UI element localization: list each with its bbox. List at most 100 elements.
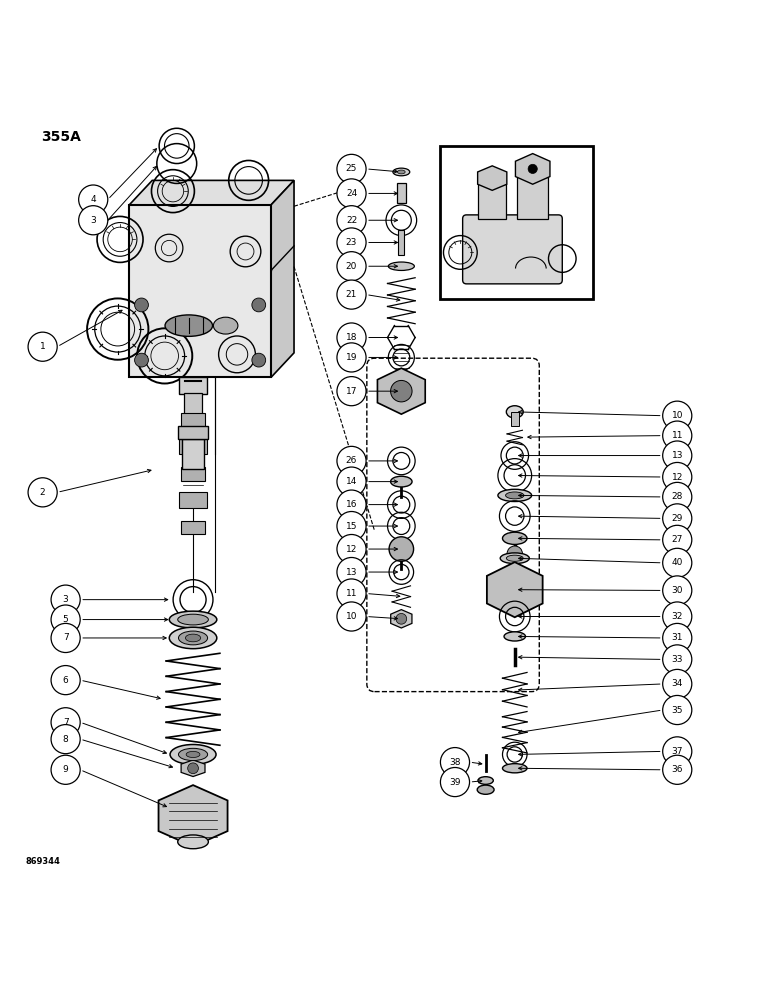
Bar <box>511 412 519 426</box>
Circle shape <box>337 323 366 352</box>
Text: 5: 5 <box>63 615 69 624</box>
Bar <box>517 177 548 219</box>
Ellipse shape <box>178 835 208 849</box>
Circle shape <box>662 421 692 450</box>
Ellipse shape <box>186 751 200 758</box>
Text: 30: 30 <box>672 586 683 595</box>
Text: 10: 10 <box>346 612 357 621</box>
Circle shape <box>51 725 80 754</box>
Ellipse shape <box>478 777 493 784</box>
Circle shape <box>662 602 692 631</box>
Polygon shape <box>516 154 550 184</box>
Text: 3: 3 <box>63 595 69 604</box>
Circle shape <box>662 576 692 605</box>
Ellipse shape <box>178 631 208 645</box>
Text: 23: 23 <box>346 238 357 247</box>
Circle shape <box>396 613 407 624</box>
Circle shape <box>662 462 692 492</box>
Ellipse shape <box>169 611 217 628</box>
Polygon shape <box>478 166 507 190</box>
Bar <box>179 439 207 454</box>
Ellipse shape <box>391 476 412 487</box>
Circle shape <box>337 579 366 608</box>
Circle shape <box>51 623 80 653</box>
Polygon shape <box>378 368 425 414</box>
Circle shape <box>389 537 414 561</box>
Bar <box>479 184 506 219</box>
Circle shape <box>51 755 80 784</box>
Bar <box>184 393 202 420</box>
Circle shape <box>337 280 366 309</box>
Circle shape <box>337 602 366 631</box>
Circle shape <box>662 645 692 674</box>
FancyBboxPatch shape <box>462 215 562 284</box>
Bar <box>398 230 405 255</box>
Ellipse shape <box>178 614 208 625</box>
Circle shape <box>528 164 537 173</box>
Text: 18: 18 <box>346 333 357 342</box>
Text: 11: 11 <box>346 589 357 598</box>
Circle shape <box>662 669 692 699</box>
Circle shape <box>337 228 366 257</box>
Circle shape <box>337 534 366 564</box>
Text: 8: 8 <box>63 735 69 744</box>
Circle shape <box>337 557 366 587</box>
Polygon shape <box>391 610 412 628</box>
Bar <box>439 146 593 299</box>
Circle shape <box>507 546 523 561</box>
Text: 17: 17 <box>346 387 357 396</box>
Circle shape <box>662 623 692 653</box>
Bar <box>179 377 207 394</box>
Circle shape <box>337 206 366 235</box>
Ellipse shape <box>500 553 530 564</box>
Ellipse shape <box>506 406 523 418</box>
Circle shape <box>662 525 692 554</box>
Circle shape <box>28 332 57 361</box>
Bar <box>179 492 207 508</box>
Circle shape <box>391 380 412 402</box>
Circle shape <box>337 490 366 519</box>
Text: 7: 7 <box>63 633 69 642</box>
Text: 38: 38 <box>449 758 461 767</box>
Text: 27: 27 <box>672 535 683 544</box>
Text: 37: 37 <box>672 747 683 756</box>
Ellipse shape <box>503 532 527 544</box>
Text: 11: 11 <box>672 431 683 440</box>
Ellipse shape <box>503 764 527 773</box>
Ellipse shape <box>498 489 532 502</box>
Text: 12: 12 <box>346 545 357 554</box>
Text: 15: 15 <box>346 522 357 531</box>
Circle shape <box>337 154 366 183</box>
Circle shape <box>440 748 469 777</box>
Text: 39: 39 <box>449 778 461 787</box>
Polygon shape <box>271 180 294 377</box>
Circle shape <box>134 353 148 367</box>
Circle shape <box>51 666 80 695</box>
Text: 10: 10 <box>672 411 683 420</box>
Bar <box>178 426 208 439</box>
Ellipse shape <box>170 744 216 764</box>
Polygon shape <box>181 760 205 777</box>
Ellipse shape <box>169 627 217 649</box>
Text: 869344: 869344 <box>25 857 61 866</box>
Circle shape <box>662 755 692 784</box>
Bar <box>129 205 271 377</box>
Text: 40: 40 <box>672 558 683 567</box>
Text: 1: 1 <box>39 342 46 351</box>
Text: 24: 24 <box>346 189 357 198</box>
Text: 7: 7 <box>63 718 69 727</box>
Circle shape <box>662 737 692 766</box>
Text: 19: 19 <box>346 353 357 362</box>
Text: 35: 35 <box>672 706 683 715</box>
Text: 25: 25 <box>346 164 357 173</box>
Text: 22: 22 <box>346 216 357 225</box>
Circle shape <box>28 478 57 507</box>
Text: 21: 21 <box>346 290 357 299</box>
Circle shape <box>51 585 80 614</box>
Text: 34: 34 <box>672 679 683 688</box>
Polygon shape <box>158 785 228 846</box>
Bar <box>182 439 204 469</box>
Text: 28: 28 <box>672 492 683 501</box>
Circle shape <box>662 695 692 725</box>
Circle shape <box>337 343 366 372</box>
